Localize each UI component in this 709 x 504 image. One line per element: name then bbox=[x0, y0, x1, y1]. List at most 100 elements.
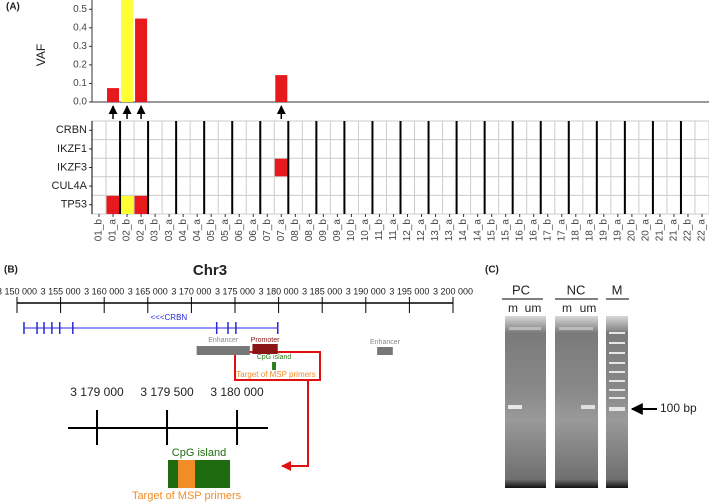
track-tick-label: 3 160 000 bbox=[84, 286, 124, 296]
panel-label: (A) bbox=[6, 2, 20, 13]
x-tick-label: 21_a bbox=[669, 219, 680, 242]
feature bbox=[252, 344, 278, 354]
x-tick-label: 02_b bbox=[122, 219, 133, 242]
feature-label: Promoter bbox=[251, 337, 280, 344]
bar bbox=[135, 18, 148, 102]
y-tick-label: 0.0 bbox=[73, 97, 87, 108]
feature-label: CpG island bbox=[172, 447, 226, 459]
row-label: IKZF3 bbox=[57, 161, 87, 173]
x-tick-label: 01_a bbox=[108, 219, 119, 242]
track-tick-label: 3 195 000 bbox=[389, 286, 429, 296]
row-label: IKZF1 bbox=[57, 143, 87, 155]
feature bbox=[377, 347, 393, 355]
track-tick-label: 3 180 000 bbox=[210, 385, 264, 399]
gene-label: <<<CRBN bbox=[151, 313, 188, 322]
x-tick-label: 13_a bbox=[444, 219, 455, 242]
x-tick-label: 19_b bbox=[598, 219, 609, 242]
row-label: CRBN bbox=[56, 124, 87, 136]
x-tick-label: 16_b bbox=[514, 219, 525, 242]
x-tick-label: 01_b bbox=[94, 219, 105, 242]
callout-arrow bbox=[281, 380, 309, 471]
x-tick-label: 09_b bbox=[318, 219, 329, 242]
x-tick-label: 05_b bbox=[206, 219, 217, 242]
feature-label: Enhancer bbox=[208, 337, 239, 344]
y-tick-label: 0.3 bbox=[73, 41, 87, 52]
heatmap-cell bbox=[120, 195, 135, 214]
feature bbox=[178, 460, 196, 488]
row-label: TP53 bbox=[61, 199, 87, 211]
panel-label: (B) bbox=[4, 265, 18, 276]
track-tick-label: 3 165 000 bbox=[128, 286, 168, 296]
x-tick-label: 10_b bbox=[346, 219, 357, 242]
track-tick-label: 3 190 000 bbox=[346, 286, 386, 296]
y-axis-label: VAF bbox=[34, 44, 48, 66]
x-tick-label: 11_a bbox=[388, 219, 399, 241]
track-tick-label: 3 180 000 bbox=[259, 286, 299, 296]
x-tick-label: 06_b bbox=[234, 219, 245, 242]
track-tick-label: 3 179 500 bbox=[140, 385, 194, 399]
x-tick-label: 04_b bbox=[178, 219, 189, 242]
heatmap-cell bbox=[134, 195, 149, 214]
marker-label: 100 bp bbox=[660, 401, 697, 415]
x-tick-label: 14_b bbox=[458, 219, 469, 242]
ladder-label: M bbox=[612, 282, 623, 297]
x-tick-label: 11_b bbox=[374, 219, 385, 241]
group-label: PC bbox=[512, 282, 530, 297]
x-tick-label: 09_a bbox=[332, 219, 343, 242]
x-tick-label: 15_b bbox=[486, 219, 497, 242]
track-title: Chr3 bbox=[193, 262, 227, 279]
track-tick-label: 3 155 000 bbox=[41, 286, 81, 296]
x-tick-label: 15_a bbox=[500, 219, 511, 242]
bar bbox=[107, 88, 120, 102]
x-tick-label: 03_b bbox=[150, 219, 161, 242]
x-tick-label: 04_a bbox=[192, 219, 203, 242]
x-tick-label: 06_a bbox=[248, 219, 259, 242]
y-tick-label: 0.1 bbox=[73, 78, 87, 89]
x-tick-label: 19_a bbox=[612, 219, 623, 242]
track-tick-label: 3 150 000 bbox=[0, 286, 37, 296]
feature-label: CpG island bbox=[257, 354, 292, 361]
feature-label: Target of MSP primers bbox=[132, 490, 242, 502]
x-tick-label: 21_b bbox=[655, 219, 666, 242]
y-tick-label: 0.2 bbox=[73, 60, 87, 71]
x-tick-label: 20_a bbox=[641, 219, 652, 242]
x-tick-label: 14_a bbox=[472, 219, 483, 242]
track-tick-label: 3 170 000 bbox=[171, 286, 211, 296]
x-tick-label: 22_b bbox=[683, 219, 694, 242]
x-tick-label: 17_b bbox=[542, 219, 553, 242]
track-tick-label: 3 185 000 bbox=[302, 286, 342, 296]
x-tick-label: 12_a bbox=[416, 219, 427, 242]
feature-label: Enhancer bbox=[370, 339, 401, 346]
track-tick-label: 3 200 000 bbox=[433, 286, 473, 296]
x-tick-label: 05_a bbox=[220, 219, 231, 242]
target-label: Target of MSP primers bbox=[236, 370, 315, 379]
y-tick-label: 0.4 bbox=[73, 22, 87, 33]
track-tick-label: 3 179 000 bbox=[70, 385, 124, 399]
y-tick-label: 0.5 bbox=[73, 4, 87, 15]
lane-label: um bbox=[525, 301, 542, 315]
feature bbox=[272, 362, 276, 370]
gel-image bbox=[505, 316, 628, 488]
group-label: NC bbox=[567, 282, 586, 297]
x-tick-label: 07_a bbox=[276, 219, 287, 242]
x-tick-label: 18_a bbox=[584, 219, 595, 242]
x-tick-label: 02_a bbox=[136, 219, 147, 242]
x-tick-label: 10_a bbox=[360, 219, 371, 242]
lane-label: um bbox=[580, 301, 597, 315]
x-tick-label: 12_b bbox=[402, 219, 413, 242]
feature bbox=[196, 346, 250, 355]
x-tick-label: 16_a bbox=[528, 219, 539, 242]
x-tick-label: 07_b bbox=[262, 219, 273, 242]
x-tick-label: 08_b bbox=[290, 219, 301, 242]
row-label: CUL4A bbox=[52, 180, 88, 192]
x-tick-label: 20_b bbox=[627, 219, 638, 242]
x-tick-label: 13_b bbox=[430, 219, 441, 242]
bar bbox=[275, 75, 288, 102]
x-tick-label: 08_a bbox=[304, 219, 315, 242]
feature bbox=[168, 460, 231, 488]
x-tick-label: 18_b bbox=[570, 219, 581, 242]
x-tick-label: 17_a bbox=[556, 219, 567, 242]
panel-label: (C) bbox=[485, 265, 499, 276]
heatmap-cell bbox=[274, 158, 289, 177]
